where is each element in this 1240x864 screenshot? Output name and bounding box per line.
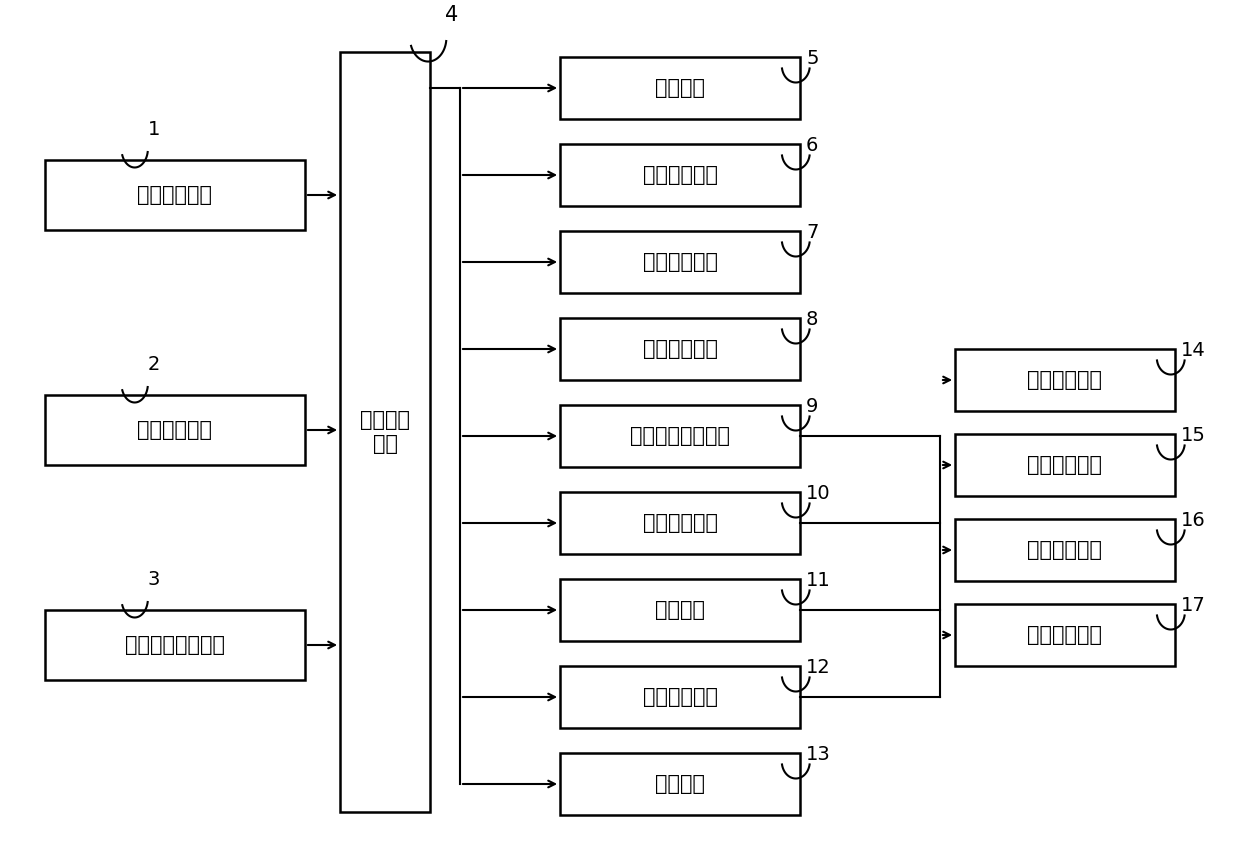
Bar	[45, 160, 305, 230]
Text: 数据共享模块: 数据共享模块	[642, 513, 718, 533]
Text: 17: 17	[1180, 596, 1205, 615]
Bar	[955, 434, 1176, 496]
Text: 2: 2	[148, 355, 160, 374]
Text: 中央控制
模块: 中央控制 模块	[360, 410, 410, 454]
Text: 5: 5	[806, 49, 818, 68]
Bar	[560, 753, 800, 815]
Bar	[45, 610, 305, 680]
Text: 调节模块: 调节模块	[655, 600, 706, 620]
Bar	[560, 57, 800, 119]
Bar	[45, 395, 305, 465]
Bar	[955, 604, 1176, 666]
Text: 10: 10	[806, 484, 831, 503]
Text: 电力变换模块: 电力变换模块	[642, 165, 718, 185]
Text: 电流频率检测模块: 电流频率检测模块	[125, 635, 224, 655]
Text: 8: 8	[806, 310, 818, 329]
Bar	[560, 231, 800, 293]
Text: 9: 9	[806, 397, 818, 416]
Text: 15: 15	[1180, 426, 1205, 445]
Text: 显示模块: 显示模块	[655, 774, 706, 794]
Text: 电力检测模块: 电力检测模块	[1028, 455, 1102, 475]
Text: 3: 3	[148, 570, 160, 589]
Text: 1: 1	[148, 120, 160, 139]
Text: 6: 6	[806, 136, 818, 155]
Bar	[560, 405, 800, 467]
Bar	[955, 349, 1176, 411]
Bar	[560, 318, 800, 380]
Bar	[560, 144, 800, 206]
Text: 11: 11	[806, 571, 831, 590]
Bar	[560, 579, 800, 641]
Text: 电能收集模块: 电能收集模块	[642, 252, 718, 272]
Bar	[340, 52, 430, 812]
Text: 12: 12	[806, 658, 831, 677]
Text: 4: 4	[445, 4, 459, 25]
Text: 16: 16	[1180, 511, 1205, 530]
Bar	[560, 666, 800, 728]
Text: 无线信号发射模块: 无线信号发射模块	[630, 426, 730, 446]
Text: 转速检测模块: 转速检测模块	[138, 185, 212, 205]
Text: 14: 14	[1180, 341, 1205, 360]
Text: 电力检测模块: 电力检测模块	[1028, 625, 1102, 645]
Text: 13: 13	[806, 745, 831, 764]
Text: 电力检测模块: 电力检测模块	[1028, 370, 1102, 390]
Text: 7: 7	[806, 223, 818, 242]
Text: 电力检测模块: 电力检测模块	[1028, 540, 1102, 560]
Text: 二次励磁模块: 二次励磁模块	[642, 339, 718, 359]
Bar	[560, 492, 800, 554]
Text: 电力检测模块: 电力检测模块	[138, 420, 212, 440]
Text: 励磁模块: 励磁模块	[655, 78, 706, 98]
Text: 电池管理模块: 电池管理模块	[642, 687, 718, 707]
Bar	[955, 519, 1176, 581]
